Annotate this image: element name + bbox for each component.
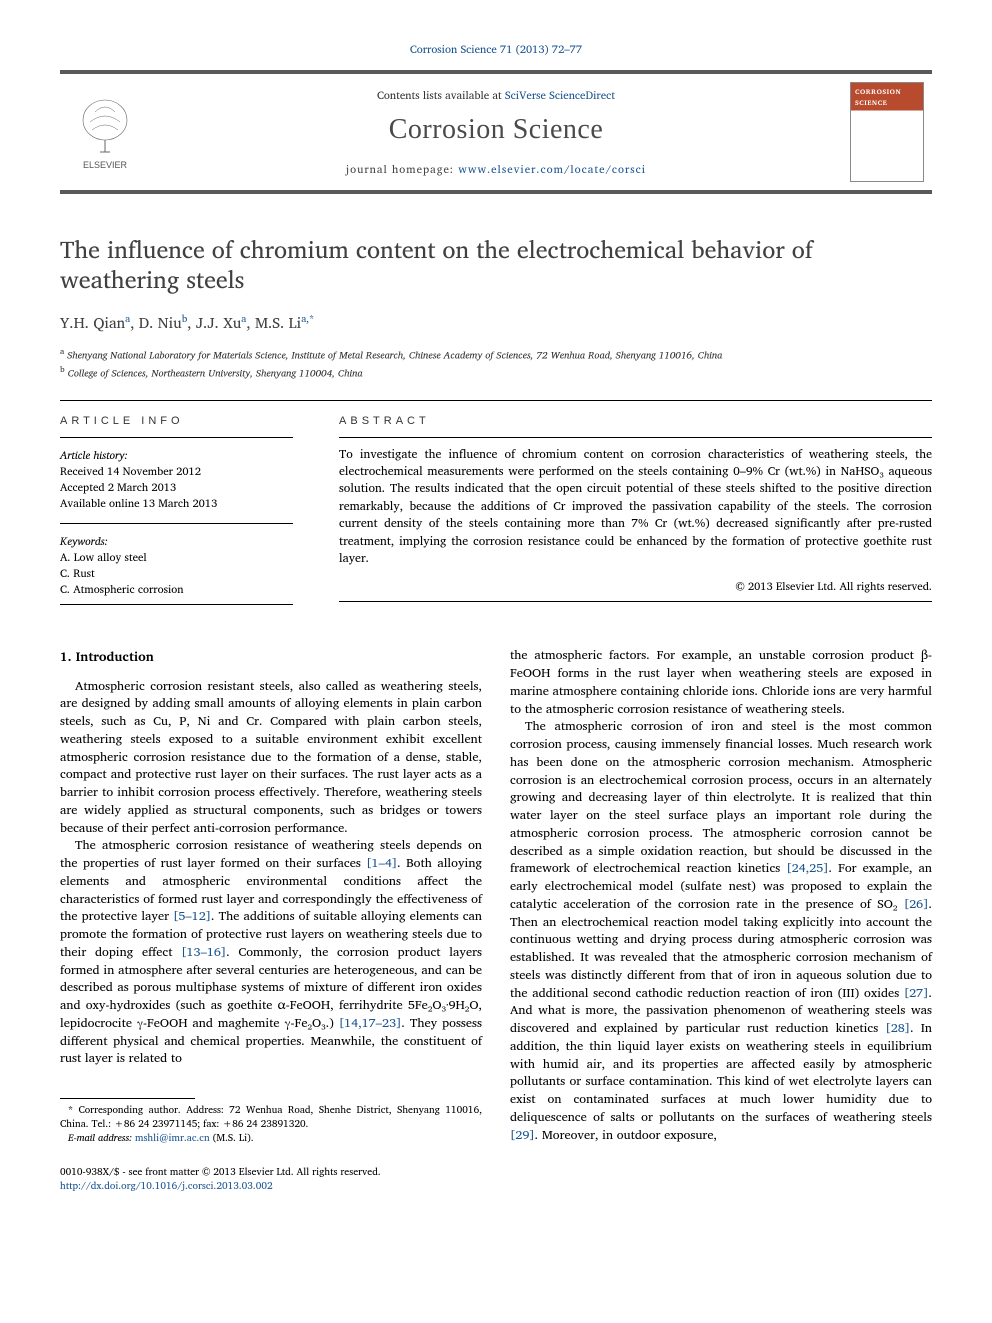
author[interactable]: M.S. Lia,*	[255, 310, 314, 335]
page-footer: 0010-938X/$ - see front matter © 2013 El…	[60, 1165, 932, 1193]
abstract-text: To investigate the influence of chromium…	[339, 446, 932, 568]
article-title: The influence of chromium content on the…	[60, 234, 932, 294]
citation-link[interactable]: [29]	[510, 1125, 535, 1145]
masthead: ELSEVIER Contents lists available at Sci…	[60, 70, 932, 194]
issn-line: 0010-938X/$ - see front matter © 2013 El…	[60, 1165, 932, 1179]
email-footnote: E-mail address: mshli@imr.ac.cn (M.S. Li…	[60, 1131, 482, 1145]
body-paragraph: Atmospheric corrosion resistant steels, …	[60, 678, 482, 838]
contents-line: Contents lists available at SciVerse Sci…	[377, 86, 615, 104]
history-online: Available online 13 March 2013	[60, 496, 319, 512]
svg-text:ELSEVIER: ELSEVIER	[83, 160, 128, 170]
page-root: Corrosion Science 71 (2013) 72–77 ELSEVI…	[0, 0, 992, 1243]
info-abstract-row: ARTICLE INFO Article history: Received 1…	[60, 400, 932, 620]
author[interactable]: D. Niub	[139, 310, 188, 335]
body-paragraph: The atmospheric corrosion of iron and st…	[510, 718, 932, 1144]
journal-cover-box: CORROSION SCIENCE	[842, 74, 932, 190]
body-paragraph: The atmospheric corrosion resistance of …	[60, 837, 482, 1068]
affiliation: b College of Sciences, Northeastern Univ…	[60, 363, 932, 381]
abstract-copyright: © 2013 Elsevier Ltd. All rights reserved…	[339, 577, 932, 595]
affiliations: a Shenyang National Laboratory for Mater…	[60, 345, 932, 382]
body-columns: 1. Introduction Atmospheric corrosion re…	[60, 647, 932, 1145]
article-info-col: ARTICLE INFO Article history: Received 1…	[60, 401, 339, 620]
author[interactable]: J.J. Xua	[196, 310, 246, 335]
title-block: The influence of chromium content on the…	[60, 234, 932, 382]
homepage-link[interactable]: www.elsevier.com/locate/corsci	[458, 160, 646, 178]
sciencedirect-link[interactable]: SciVerse ScienceDirect	[505, 86, 615, 104]
cover-title: CORROSION SCIENCE	[855, 87, 919, 109]
publisher-logo-box: ELSEVIER	[60, 74, 150, 190]
keyword: C. Atmospheric corrosion	[60, 582, 319, 598]
abstract-label: ABSTRACT	[339, 415, 932, 427]
email-link[interactable]: mshli@imr.ac.cn	[135, 1130, 210, 1146]
body-paragraph: the atmospheric factors. For example, an…	[510, 647, 932, 718]
doi-link[interactable]: http://dx.doi.org/10.1016/j.corsci.2013.…	[60, 1178, 273, 1194]
masthead-center: Contents lists available at SciVerse Sci…	[150, 74, 842, 190]
email-label: E-mail address:	[68, 1130, 132, 1146]
footnote-block: * Corresponding author. Address: 72 Wenh…	[60, 1098, 482, 1145]
keyword: A. Low alloy steel	[60, 550, 319, 566]
journal-cover-thumb[interactable]: CORROSION SCIENCE	[850, 82, 924, 182]
email-name: (M.S. Li).	[213, 1130, 254, 1146]
homepage-line: journal homepage: www.elsevier.com/locat…	[346, 160, 646, 178]
header-citation[interactable]: Corrosion Science 71 (2013) 72–77	[60, 40, 932, 58]
elsevier-tree-icon: ELSEVIER	[70, 92, 140, 172]
contents-prefix: Contents lists available at	[377, 86, 505, 104]
section-heading: 1. Introduction	[60, 647, 482, 665]
history-label: Article history:	[60, 446, 319, 464]
homepage-prefix: journal homepage:	[346, 160, 458, 178]
authors-line: Y.H. Qiana, D. Niub, J.J. Xua, M.S. Lia,…	[60, 310, 932, 335]
journal-name: Corrosion Science	[389, 114, 604, 146]
author[interactable]: Y.H. Qiana	[60, 310, 130, 335]
article-info-label: ARTICLE INFO	[60, 415, 319, 427]
corresponding-footnote: * Corresponding author. Address: 72 Wenh…	[60, 1103, 482, 1131]
affiliation: a Shenyang National Laboratory for Mater…	[60, 345, 932, 363]
abstract-col: ABSTRACT To investigate the influence of…	[339, 401, 932, 620]
